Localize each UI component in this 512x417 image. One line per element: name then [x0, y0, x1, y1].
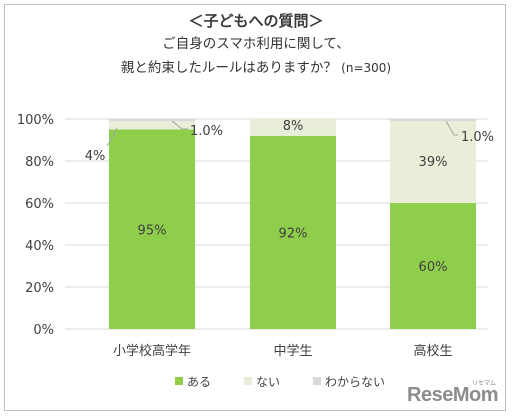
question-text: 親と約束したルールはありますか？ [120, 60, 337, 76]
bar-segment [109, 121, 195, 130]
legend-swatch [244, 377, 252, 385]
question-line-1: ご自身のスマホ利用に関して、 [162, 36, 350, 52]
question-line-2: 親と約束したルールはありますか？ (n=300) [0, 56, 512, 80]
y-tick-label: 20% [25, 281, 54, 296]
y-tick-label: 40% [25, 239, 54, 254]
bar-segment [109, 119, 195, 122]
y-tick-label: 100% [17, 113, 54, 128]
data-label: 39% [419, 155, 448, 170]
legend-swatch [313, 377, 321, 385]
y-tick-label: 0% [33, 323, 54, 338]
x-tick-label: 高校生 [413, 343, 452, 359]
legend-swatch [175, 377, 183, 385]
resemom-logo: ReseMom リセマム [407, 381, 498, 407]
data-label: 8% [283, 119, 304, 134]
y-tick-label: 60% [25, 197, 54, 212]
data-label: 95% [138, 223, 167, 238]
bar-segment [390, 121, 476, 203]
bar-segment [250, 135, 336, 329]
chart-header: ＜子どもへの質問＞ ご自身のスマホ利用に関して、 親と約束したルールはありますか… [0, 10, 512, 80]
resemom-logo-kana: リセマム [471, 381, 496, 387]
x-tick-label: 小学校高学年 [113, 343, 191, 359]
leader-line [445, 120, 458, 136]
y-tick-label: 80% [25, 155, 54, 170]
chart-title: ＜子どもへの質問＞ [188, 12, 324, 30]
data-label: 1.0% [461, 130, 494, 145]
leader-line [106, 127, 118, 147]
legend-label: ある [187, 375, 211, 389]
data-label: 60% [419, 260, 448, 275]
data-label: 4% [85, 149, 106, 164]
sample-size-note: (n=300) [341, 61, 392, 75]
legend-label: わからない [325, 375, 385, 389]
x-tick-label: 中学生 [273, 343, 312, 359]
data-label: 92% [279, 226, 308, 241]
resemom-logo-text: ReseMom [407, 384, 498, 406]
bar-segment [390, 203, 476, 329]
bar-segment [109, 129, 195, 329]
legend-label: ない [256, 375, 280, 389]
leader-line [171, 120, 188, 130]
bar-segment [250, 119, 336, 136]
data-label: 1.0% [190, 124, 223, 139]
bar-segment [390, 119, 476, 122]
